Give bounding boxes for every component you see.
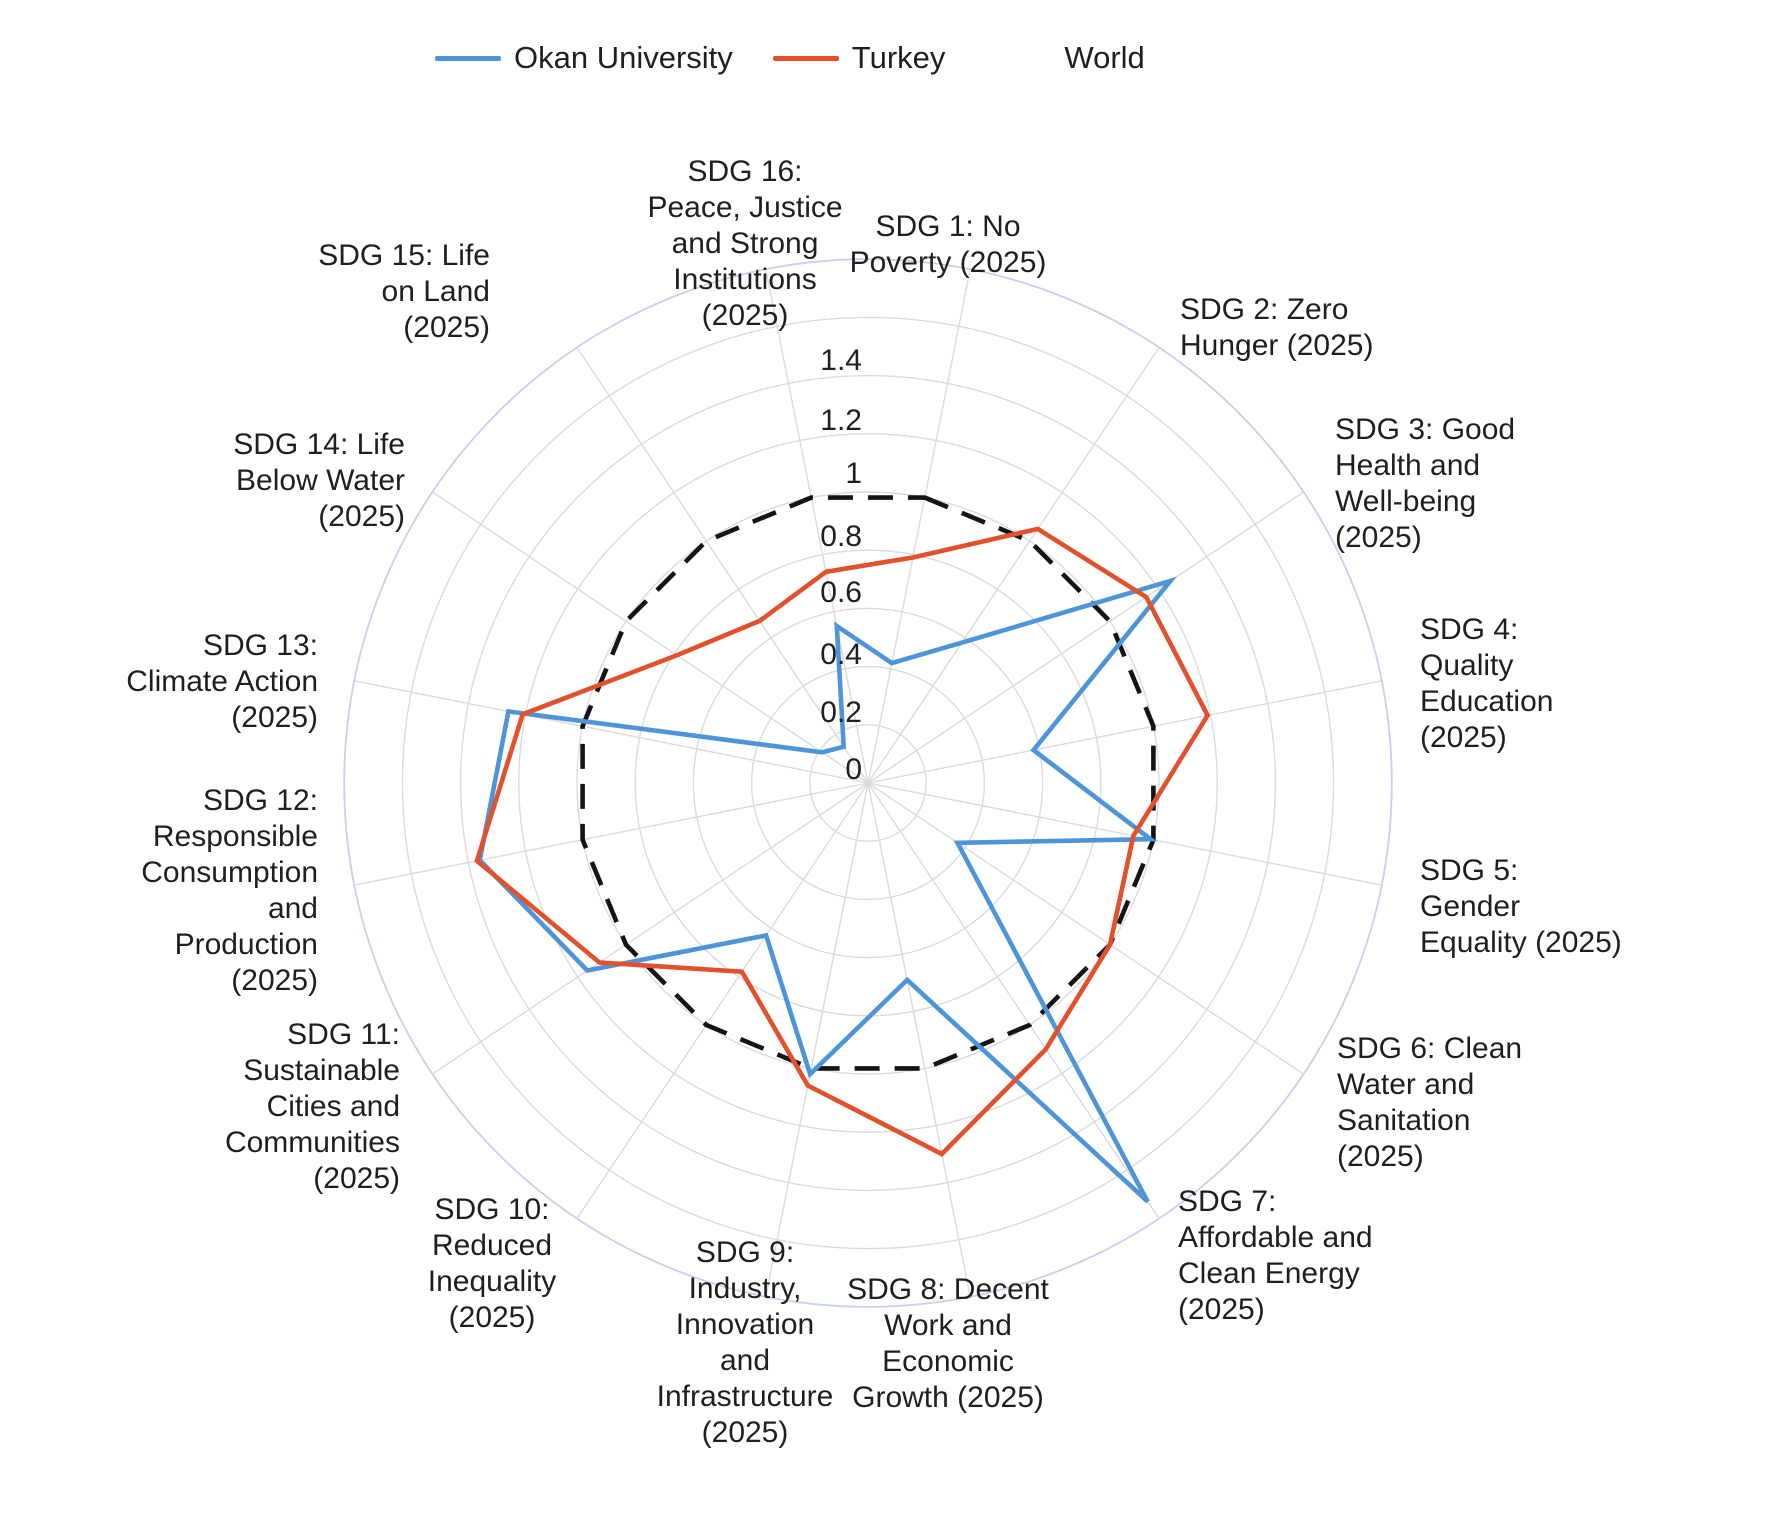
axis-label-sdg-7: SDG 7: Affordable and Clean Energy (2025… xyxy=(1178,1185,1373,1326)
legend-item-world[interactable]: World xyxy=(985,40,1144,76)
radial-tick-1-4: 1.4 xyxy=(820,344,862,377)
world-dashed-line-icon xyxy=(985,56,1051,61)
legend-item-okan-university[interactable]: Okan University xyxy=(435,40,733,76)
axis-label-sdg-9: SDG 9: Industry, Innovation and Infrastr… xyxy=(656,1236,834,1449)
radial-tick-0-8: 0.8 xyxy=(820,520,862,553)
axis-label-sdg-11: SDG 11: Sustainable Cities and Communiti… xyxy=(224,1018,400,1195)
axis-label-sdg-8: SDG 8: Decent Work and Economic Growth (… xyxy=(847,1273,1049,1414)
radial-tick-1-2: 1.2 xyxy=(820,404,862,437)
radial-tick-1: 1 xyxy=(845,457,862,490)
series-line-okan-university xyxy=(477,576,1177,1204)
radial-tick-0-2: 0.2 xyxy=(820,696,862,729)
axis-label-sdg-4: SDG 4: Quality Education (2025) xyxy=(1420,613,1554,754)
series-line-world xyxy=(580,495,1156,1071)
okan-university-line-icon xyxy=(435,55,501,61)
axis-label-sdg-1: SDG 1: No Poverty (2025) xyxy=(849,210,1047,279)
radial-tick-0-6: 0.6 xyxy=(820,576,862,609)
series-line-turkey xyxy=(474,526,1211,1157)
axis-label-sdg-6: SDG 6: Clean Water and Sanitation (2025) xyxy=(1337,1032,1523,1173)
axis-label-sdg-10: SDG 10: Reduced Inequality (2025) xyxy=(427,1193,557,1334)
legend: Okan University Turkey World xyxy=(435,36,1145,80)
axis-label-sdg-5: SDG 5: Gender Equality (2025) xyxy=(1420,854,1622,959)
legend-label-world: World xyxy=(1064,40,1145,75)
axis-label-sdg-3: SDG 3: Good Health and Well-being (2025) xyxy=(1335,413,1516,554)
axis-label-sdg-12: SDG 12: Responsible Consumption and Prod… xyxy=(141,784,318,997)
radial-tick-0-4: 0.4 xyxy=(820,638,862,671)
axis-label-sdg-2: SDG 2: Zero Hunger (2025) xyxy=(1180,293,1374,362)
axis-label-sdg-14: SDG 14: Life Below Water (2025) xyxy=(233,428,405,533)
axis-label-sdg-16: SDG 16: Peace, Justice and Strong Instit… xyxy=(647,155,843,332)
turkey-line-icon xyxy=(772,55,839,61)
axis-label-sdg-13: SDG 13: Climate Action (2025) xyxy=(126,629,318,734)
legend-label-turkey: Turkey xyxy=(851,40,946,75)
legend-item-turkey[interactable]: Turkey xyxy=(772,40,946,76)
radial-tick-0: 0 xyxy=(845,753,862,786)
legend-label-okan-university: Okan University xyxy=(514,40,733,75)
axis-label-sdg-15: SDG 15: Life on Land (2025) xyxy=(318,239,490,344)
